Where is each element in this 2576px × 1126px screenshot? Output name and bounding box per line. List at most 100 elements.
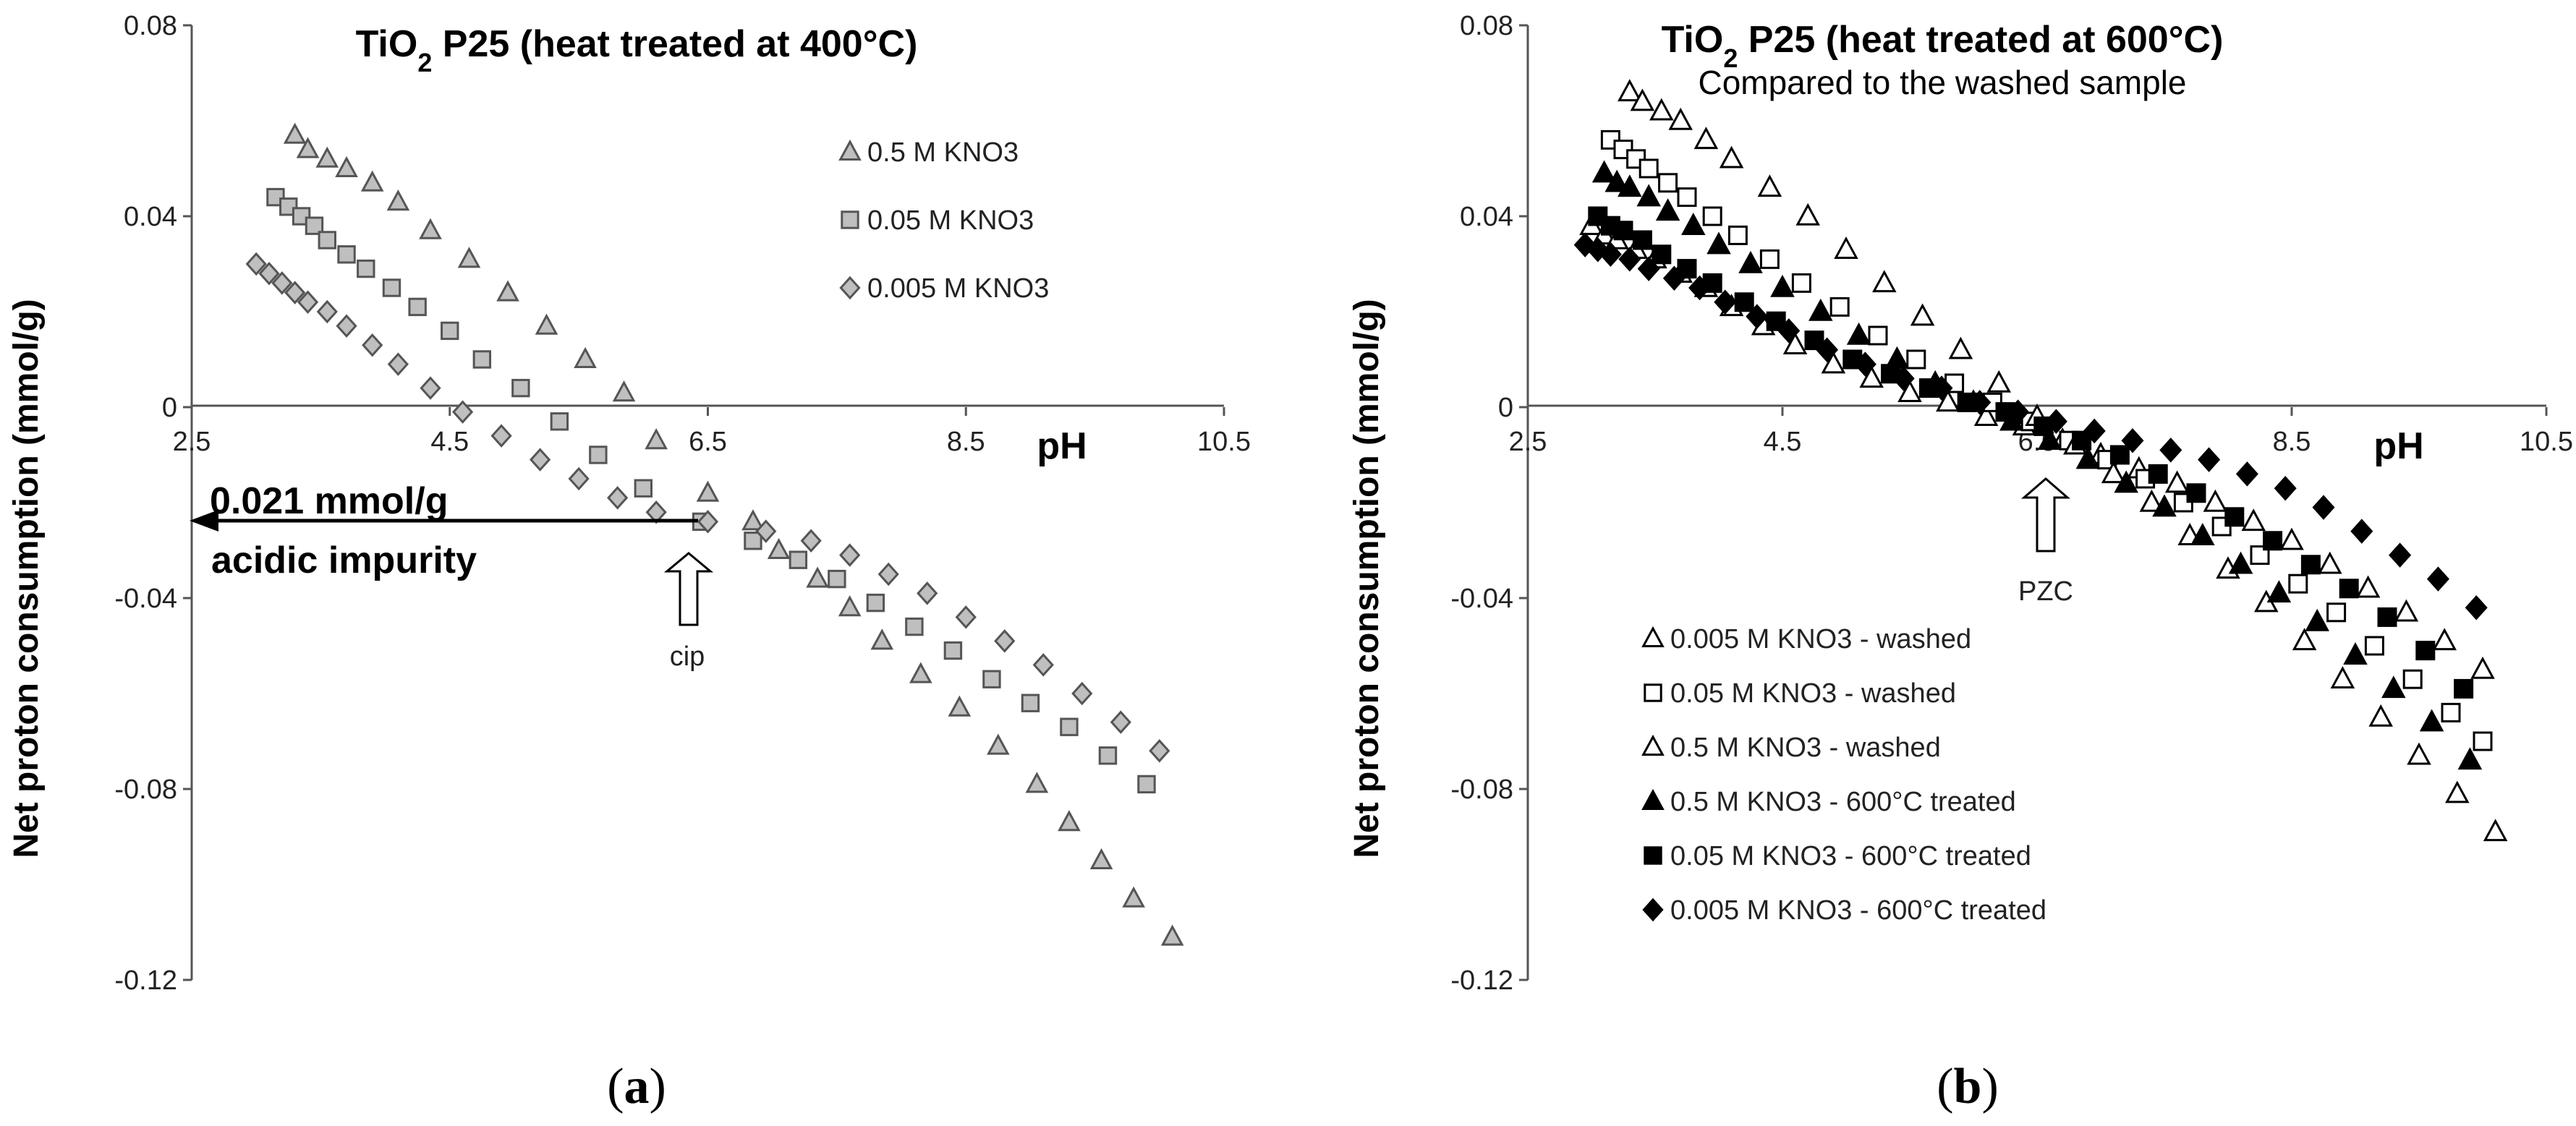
x-tick-label: 4.5 xyxy=(430,427,469,457)
data-point xyxy=(2186,483,2206,503)
data-point xyxy=(2083,418,2106,444)
data-point xyxy=(1897,380,1922,402)
series-b-5 xyxy=(1573,232,2488,620)
data-point xyxy=(1591,160,1617,183)
data-point xyxy=(574,346,597,368)
panel-b-x-axis-label: pH xyxy=(2373,425,2423,467)
data-point xyxy=(645,428,668,450)
data-point xyxy=(634,479,653,498)
legend-label: 0.5 M KNO3 - washed xyxy=(1670,733,1941,763)
data-point xyxy=(2235,461,2258,487)
data-point xyxy=(948,695,972,717)
data-point xyxy=(755,519,777,543)
data-point xyxy=(297,290,319,315)
x-tick-label: 6.5 xyxy=(689,427,727,457)
data-point xyxy=(2465,594,2488,620)
data-point xyxy=(697,510,719,534)
data-point xyxy=(2355,575,2381,598)
data-point xyxy=(2426,566,2449,592)
data-point xyxy=(2101,461,2126,484)
data-point xyxy=(2402,669,2423,689)
panel-a-title: TiO2 P25 (heat treated at 400°C) xyxy=(356,23,918,77)
data-point xyxy=(2473,731,2493,751)
data-point xyxy=(1636,184,1661,207)
data-point xyxy=(2350,519,2373,544)
data-point xyxy=(1681,213,1706,235)
data-point xyxy=(1859,365,1884,388)
legend-label: 0.05 M KNO3 xyxy=(867,205,1034,236)
data-point xyxy=(1872,270,1897,293)
data-point xyxy=(2228,551,2253,574)
data-point xyxy=(457,247,481,268)
data-point xyxy=(2266,580,2292,603)
data-point xyxy=(607,486,629,510)
data-point xyxy=(870,628,894,650)
data-point xyxy=(905,617,924,636)
data-point xyxy=(382,278,401,297)
data-point xyxy=(318,231,336,249)
data-point xyxy=(2419,709,2444,732)
data-point xyxy=(741,509,765,531)
data-point xyxy=(1637,256,1660,281)
x-tick-label: 4.5 xyxy=(1764,427,1802,457)
data-point xyxy=(2139,489,2164,512)
data-point xyxy=(1906,349,1926,370)
data-point xyxy=(283,122,307,144)
data-point xyxy=(1727,225,1748,245)
data-point xyxy=(1677,187,1697,208)
data-point xyxy=(1021,694,1040,712)
data-point xyxy=(1892,366,1915,391)
y-tick-label: -0.04 xyxy=(1450,584,1513,614)
data-point xyxy=(2457,747,2483,770)
cip-arrow-icon xyxy=(663,552,714,626)
impurity-value-label: 0.021 mmol/g xyxy=(210,480,448,522)
data-point xyxy=(1791,273,1811,293)
data-point xyxy=(1968,390,1991,415)
y-tick-label: 0.04 xyxy=(124,202,177,232)
data-point xyxy=(2483,819,2508,842)
data-point xyxy=(1652,244,1672,265)
data-point xyxy=(2470,656,2495,679)
data-point xyxy=(1986,370,2011,393)
data-point xyxy=(1714,289,1737,315)
data-point xyxy=(1973,404,1999,426)
panel-b: TiO2 P25 (heat treated at 600°C) Compare… xyxy=(1348,11,2573,996)
data-point xyxy=(1759,249,1780,269)
data-point xyxy=(1930,375,1953,401)
data-point xyxy=(1757,174,1782,197)
data-point xyxy=(245,252,267,276)
data-point xyxy=(336,314,357,338)
data-point xyxy=(2339,579,2359,599)
data-point xyxy=(2190,523,2215,545)
series-a-1 xyxy=(266,187,1156,794)
data-point xyxy=(2343,642,2368,665)
panel-a-y-axis-label: Net proton consumption (mmol/g) xyxy=(7,299,46,858)
legend-marker xyxy=(1641,734,1665,756)
data-point xyxy=(511,378,530,398)
data-point xyxy=(2288,573,2308,594)
data-point xyxy=(1808,298,1833,321)
data-point xyxy=(2037,427,2062,450)
data-point xyxy=(441,321,459,341)
panel-b-ticks: 0.080.040-0.04-0.08-0.122.5 4.5 6.5 8.5 10.5 xyxy=(1450,11,2573,996)
data-point xyxy=(386,189,410,211)
data-point xyxy=(1032,653,1054,677)
data-point xyxy=(568,466,590,491)
data-point xyxy=(2389,542,2412,568)
data-point xyxy=(2330,666,2355,688)
impurity-arrowhead xyxy=(190,510,218,532)
data-point xyxy=(1632,230,1652,250)
data-point xyxy=(2007,399,2030,425)
data-point xyxy=(472,350,492,369)
data-point xyxy=(987,733,1010,755)
y-tick-label: -0.04 xyxy=(114,584,177,614)
data-point xyxy=(1060,717,1079,736)
data-point xyxy=(1816,337,1839,363)
legend-marker xyxy=(841,210,859,229)
data-point xyxy=(2381,675,2406,699)
legend-marker xyxy=(1641,788,1665,810)
panel-b-y-axis-label: Net proton consumption (mmol/g) xyxy=(1348,299,1386,858)
data-point xyxy=(296,137,320,158)
y-tick-label: 0 xyxy=(162,393,177,423)
data-point xyxy=(1868,325,1888,346)
